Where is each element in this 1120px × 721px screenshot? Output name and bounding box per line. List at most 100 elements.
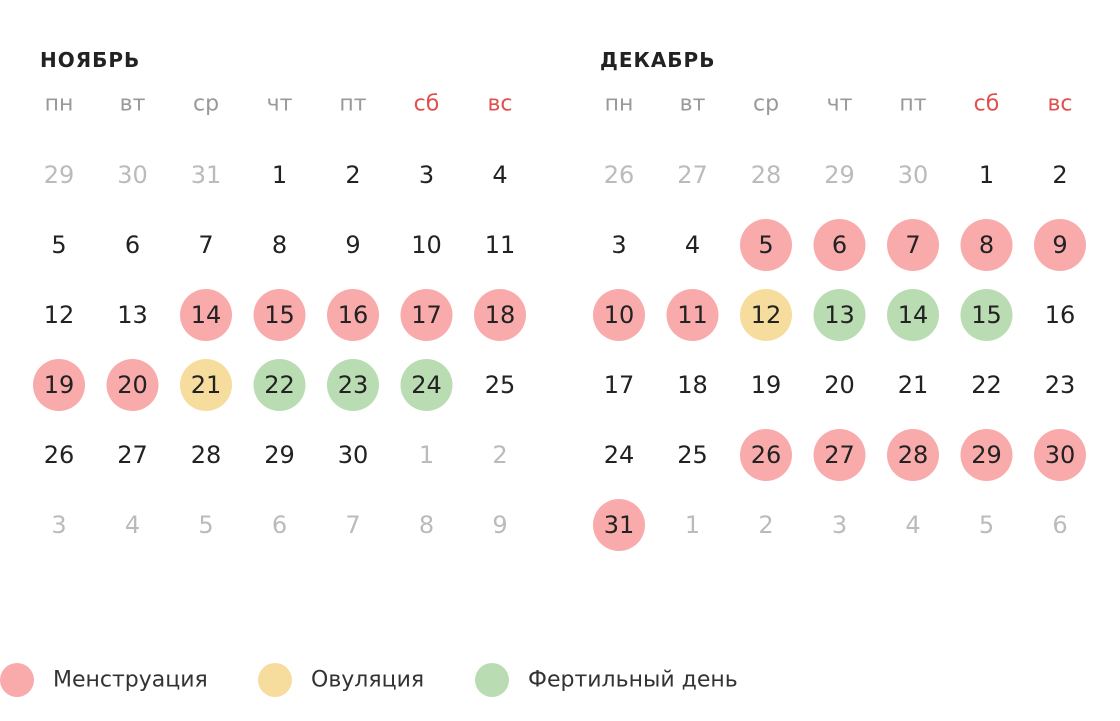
day: 10 xyxy=(604,301,635,329)
weekday: ср xyxy=(753,92,779,117)
day: 21 xyxy=(898,371,929,399)
day: 5 xyxy=(51,231,66,259)
day: 9 xyxy=(492,511,507,539)
legend-swatch xyxy=(258,663,292,697)
day-marker xyxy=(960,289,1013,341)
day: 25 xyxy=(485,371,516,399)
day: 24 xyxy=(411,371,442,399)
day: 8 xyxy=(272,231,287,259)
day: 29 xyxy=(971,441,1002,469)
day-marker xyxy=(887,429,939,481)
day-marker xyxy=(740,429,792,481)
day: 13 xyxy=(117,301,148,329)
day: 18 xyxy=(677,371,708,399)
day-marker xyxy=(327,359,379,411)
day: 5 xyxy=(198,511,213,539)
day: 30 xyxy=(1045,441,1076,469)
day: 29 xyxy=(824,161,855,189)
day: 20 xyxy=(824,371,855,399)
day-marker xyxy=(666,289,719,341)
day: 27 xyxy=(824,441,855,469)
day-marker xyxy=(593,289,645,341)
day: 6 xyxy=(832,231,847,259)
day: 22 xyxy=(264,371,295,399)
weekday: чт xyxy=(827,92,853,117)
day-marker xyxy=(887,219,939,271)
legend-label: Менструация xyxy=(53,668,208,693)
day: 30 xyxy=(338,441,369,469)
day: 28 xyxy=(751,161,782,189)
day: 3 xyxy=(832,511,847,539)
day: 10 xyxy=(411,231,442,259)
day: 26 xyxy=(44,441,75,469)
day: 5 xyxy=(758,231,773,259)
day: 4 xyxy=(125,511,140,539)
weekday: вт xyxy=(680,92,706,117)
day: 11 xyxy=(677,301,708,329)
day: 26 xyxy=(604,161,635,189)
day-marker xyxy=(180,289,232,341)
day: 9 xyxy=(345,231,360,259)
day: 27 xyxy=(677,161,708,189)
day: 28 xyxy=(898,441,929,469)
day-marker xyxy=(400,289,453,341)
weekday: пт xyxy=(339,92,366,117)
day: 27 xyxy=(117,441,148,469)
day: 7 xyxy=(198,231,213,259)
day: 17 xyxy=(604,371,635,399)
day-marker xyxy=(813,219,866,271)
weekday: вс xyxy=(487,92,512,117)
day: 1 xyxy=(419,441,434,469)
day-marker xyxy=(474,289,526,341)
day: 22 xyxy=(971,371,1002,399)
day: 29 xyxy=(44,161,75,189)
weekday: вт xyxy=(120,92,146,117)
day: 17 xyxy=(411,301,442,329)
weekday: ср xyxy=(193,92,219,117)
weekday: сб xyxy=(974,92,1000,117)
day-marker xyxy=(1034,219,1086,271)
legend-label: Овуляция xyxy=(311,668,424,693)
day: 5 xyxy=(979,511,994,539)
day: 1 xyxy=(272,161,287,189)
day-marker xyxy=(327,289,379,341)
day-marker xyxy=(740,219,792,271)
month-title: НОЯБРЬ xyxy=(40,48,140,72)
day: 18 xyxy=(485,301,516,329)
day: 2 xyxy=(1052,161,1067,189)
day-marker xyxy=(813,289,866,341)
day: 2 xyxy=(758,511,773,539)
day: 30 xyxy=(117,161,148,189)
day: 2 xyxy=(492,441,507,469)
day: 6 xyxy=(272,511,287,539)
day: 16 xyxy=(1045,301,1076,329)
day-marker xyxy=(887,289,939,341)
day-marker xyxy=(33,359,85,411)
day-marker xyxy=(180,359,232,411)
day: 20 xyxy=(117,371,148,399)
day: 7 xyxy=(905,231,920,259)
day: 14 xyxy=(191,301,222,329)
day-marker xyxy=(253,289,306,341)
day: 8 xyxy=(979,231,994,259)
day-marker xyxy=(1034,429,1086,481)
day: 11 xyxy=(485,231,516,259)
day: 30 xyxy=(898,161,929,189)
day: 12 xyxy=(751,301,782,329)
day: 23 xyxy=(338,371,369,399)
day: 23 xyxy=(1045,371,1076,399)
day: 4 xyxy=(685,231,700,259)
day: 12 xyxy=(44,301,75,329)
day: 4 xyxy=(905,511,920,539)
day-marker xyxy=(253,359,306,411)
day: 2 xyxy=(345,161,360,189)
day-marker xyxy=(400,359,453,411)
day: 28 xyxy=(191,441,222,469)
weekday: пт xyxy=(899,92,926,117)
day: 3 xyxy=(51,511,66,539)
day: 6 xyxy=(1052,511,1067,539)
day-marker xyxy=(593,499,645,551)
day: 15 xyxy=(264,301,295,329)
day: 26 xyxy=(751,441,782,469)
